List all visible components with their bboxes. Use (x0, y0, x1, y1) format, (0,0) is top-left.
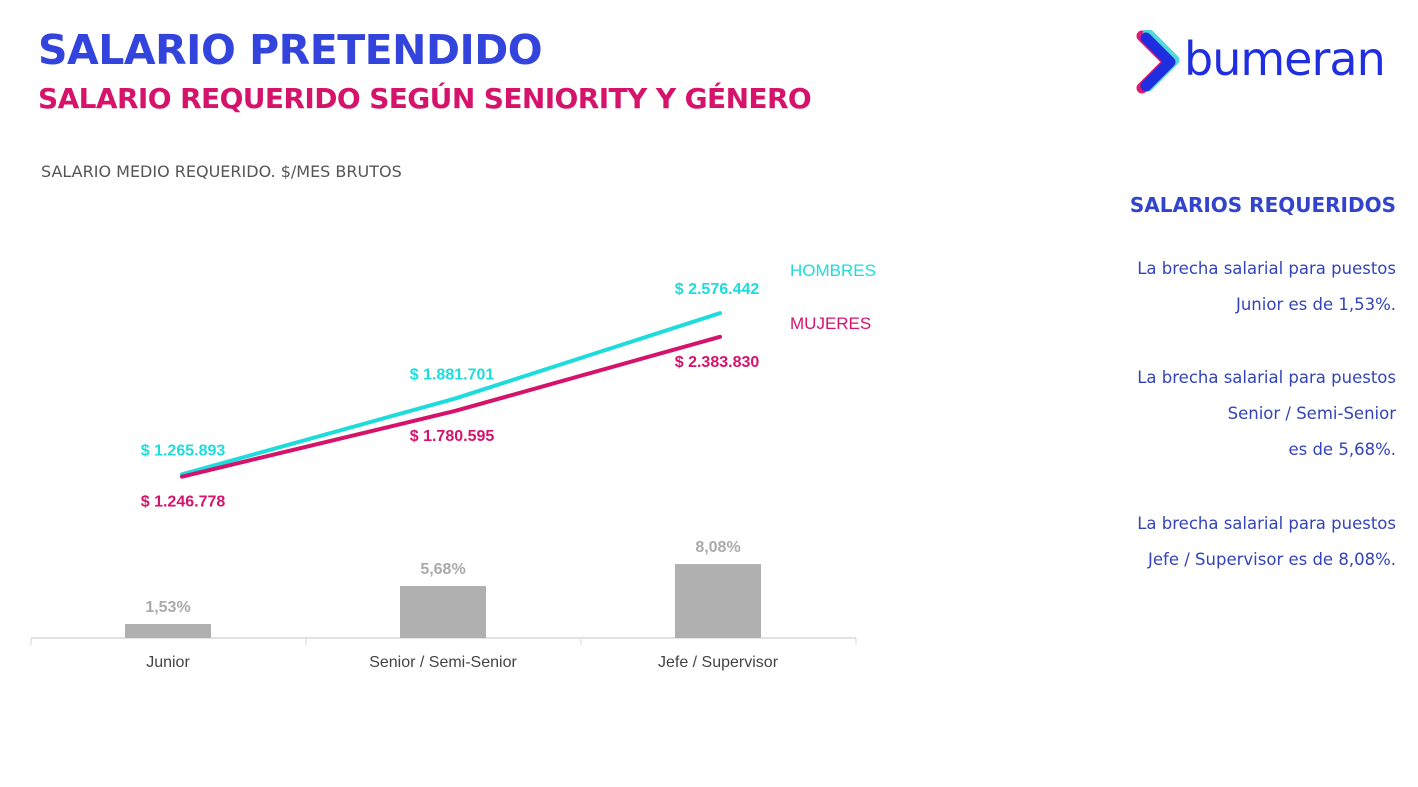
legend-hombres: HOMBRES (790, 261, 876, 280)
sidebar-line: La brecha salarial para puestos (1137, 368, 1396, 387)
chart-title: SALARIO MEDIO REQUERIDO. $/MES BRUTOS (41, 162, 402, 181)
sidebar-paragraph-jefe: La brecha salarial para puestos Jefe / S… (1137, 506, 1396, 578)
data-label-mujeres: $ 2.383.830 (675, 354, 760, 371)
series-line-hombres (180, 311, 722, 477)
data-label-mujeres: $ 1.246.778 (141, 494, 226, 511)
series-line-mujeres (180, 334, 722, 479)
bar-data-label: 5,68% (420, 561, 465, 578)
sidebar-paragraph-senior: La brecha salarial para puestos Senior /… (1137, 360, 1396, 468)
bumeran-logo: bumeran (1136, 28, 1411, 94)
data-label-hombres: $ 1.881.701 (410, 367, 495, 384)
data-label-mujeres: $ 1.780.595 (410, 428, 495, 445)
sidebar-line: Senior / Semi-Senior (1227, 404, 1396, 423)
gap-bar (125, 624, 211, 638)
bar-data-label: 8,08% (695, 539, 740, 556)
gap-bar (400, 586, 486, 638)
data-label-hombres: $ 1.265.893 (141, 442, 226, 459)
x-tick-label: Jefe / Supervisor (658, 654, 779, 671)
sidebar-line: Junior es de 1,53%. (1235, 295, 1396, 314)
sidebar-title: SALARIOS REQUERIDOS (1129, 193, 1396, 217)
x-tick-label: Senior / Semi-Senior (369, 654, 517, 671)
x-tick-label: Junior (146, 654, 190, 671)
sidebar-line: La brecha salarial para puestos (1137, 514, 1396, 533)
gap-bar (675, 564, 761, 638)
data-label-hombres: $ 2.576.442 (675, 281, 760, 298)
logo-text: bumeran (1184, 32, 1386, 86)
page-subtitle: SALARIO REQUERIDO SEGÚN SENIORITY Y GÉNE… (38, 82, 812, 115)
sidebar-paragraph-junior: La brecha salarial para puestos Junior e… (1137, 251, 1396, 323)
sidebar-line: La brecha salarial para puestos (1137, 259, 1396, 278)
legend-mujeres: MUJERES (790, 314, 871, 333)
sidebar-line: es de 5,68%. (1288, 440, 1396, 459)
boomerang-icon (1136, 28, 1180, 94)
sidebar-line: Jefe / Supervisor es de 8,08%. (1148, 550, 1396, 569)
chart: Junior Senior / Semi-Senior Jefe / Supervi… (30, 261, 876, 671)
page-title: SALARIO PRETENDIDO (38, 26, 543, 74)
bar-data-label: 1,53% (145, 599, 190, 616)
